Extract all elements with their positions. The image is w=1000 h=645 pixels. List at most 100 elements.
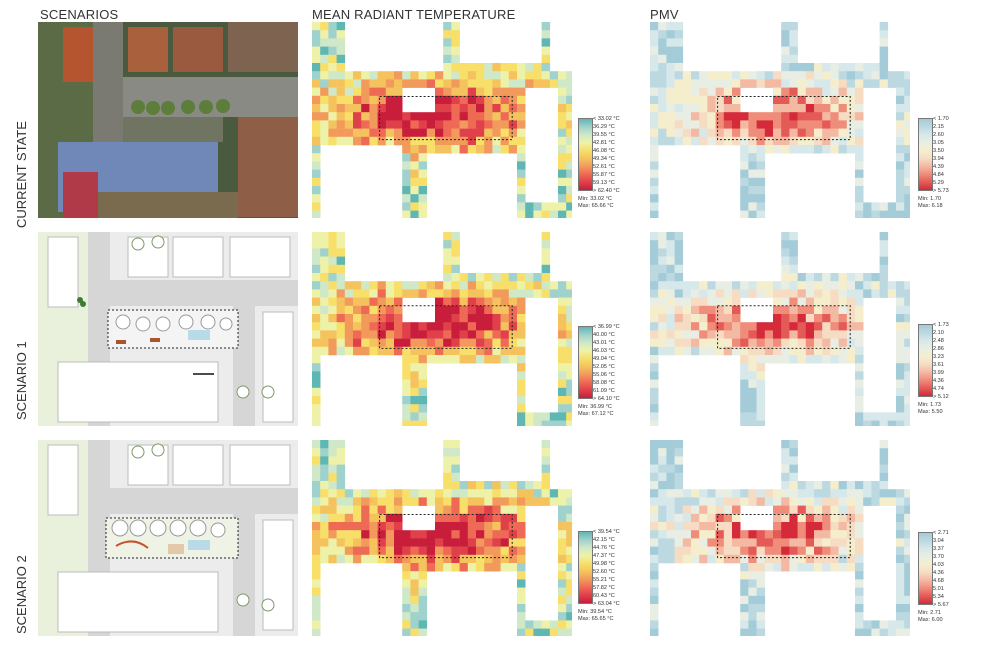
pmv-legend-colorbar xyxy=(918,118,933,191)
heat-cell xyxy=(748,330,757,339)
heat-cell xyxy=(658,128,667,138)
heat-cell xyxy=(658,248,667,257)
heat-cell xyxy=(451,240,460,249)
heat-cell xyxy=(666,281,675,290)
heat-cell xyxy=(385,79,395,88)
heat-cell xyxy=(904,289,910,298)
heat-cell xyxy=(904,305,910,315)
heat-cell xyxy=(658,273,667,282)
heat-cell xyxy=(805,120,815,129)
heat-cell xyxy=(650,63,659,72)
heat-cell xyxy=(789,456,798,465)
legend-min: Min: 39.54 °C xyxy=(578,609,612,615)
heat-cell xyxy=(402,355,411,364)
heat-cell xyxy=(418,355,428,364)
heat-cell xyxy=(410,604,419,613)
heat-cell xyxy=(492,497,501,506)
heat-cell xyxy=(756,210,766,218)
heat-cell xyxy=(904,420,910,426)
heat-cell xyxy=(549,628,559,636)
heat-cell xyxy=(879,281,889,290)
heat-cell xyxy=(896,546,905,556)
heat-cell xyxy=(312,87,321,97)
heat-cell xyxy=(732,530,741,539)
heat-cell xyxy=(344,289,354,298)
heat-cell xyxy=(558,128,567,138)
heat-cell xyxy=(748,120,757,129)
heat-cell xyxy=(650,346,659,356)
heat-cell xyxy=(566,281,572,290)
heat-cell xyxy=(830,489,839,498)
heat-cell xyxy=(879,22,889,31)
legend-tick: 55.06 °C xyxy=(593,372,615,378)
heat-cell xyxy=(904,387,910,397)
heat-cell xyxy=(814,538,823,547)
heat-cell xyxy=(361,554,370,564)
heat-cell xyxy=(756,554,766,564)
heat-cell xyxy=(320,22,329,31)
heat-cell xyxy=(904,169,910,179)
heat-cell xyxy=(756,571,766,580)
heat-cell xyxy=(658,136,667,146)
heat-cell xyxy=(410,363,419,372)
heat-cell xyxy=(369,128,378,138)
heat-cell xyxy=(492,489,501,498)
heat-cell xyxy=(426,322,436,331)
heat-cell xyxy=(904,79,910,88)
heat-cell xyxy=(650,169,659,179)
heat-cell xyxy=(402,346,411,356)
heat-cell xyxy=(691,522,700,531)
heat-cell xyxy=(336,120,346,129)
heat-cell xyxy=(377,489,387,498)
heat-cell xyxy=(773,489,782,498)
heat-cell xyxy=(855,128,864,138)
heat-cell xyxy=(336,264,346,274)
heat-cell xyxy=(699,530,708,539)
heat-cell xyxy=(328,54,337,64)
heat-cell xyxy=(328,240,337,249)
heat-cell xyxy=(312,620,321,629)
heat-cell xyxy=(855,579,864,588)
heat-cell xyxy=(797,297,807,307)
heat-cell xyxy=(320,513,329,523)
heat-cell xyxy=(377,314,387,323)
legend-tick: 46.08 °C xyxy=(593,148,615,154)
heat-cell xyxy=(508,63,518,72)
heat-cell xyxy=(336,240,346,249)
heat-cell xyxy=(896,87,905,97)
heat-cell xyxy=(805,530,815,539)
heat-cell xyxy=(896,489,905,498)
heat-cell xyxy=(426,546,436,556)
heat-cell xyxy=(650,595,659,605)
heat-cell xyxy=(312,169,321,179)
heat-cell xyxy=(312,177,321,187)
legend-tick: 52.60 °C xyxy=(593,569,615,575)
heat-cell xyxy=(650,273,659,282)
heat-cell xyxy=(650,161,659,170)
heat-cell xyxy=(558,194,567,203)
heat-cell xyxy=(336,112,346,121)
heat-cell xyxy=(459,95,469,105)
heat-cell xyxy=(517,554,526,564)
heat-cell xyxy=(533,71,542,80)
heat-cell xyxy=(361,530,370,539)
heat-cell xyxy=(459,128,469,138)
heat-cell xyxy=(394,554,403,564)
heat-cell xyxy=(508,330,518,339)
heat-cell xyxy=(541,489,551,498)
heat-cell xyxy=(707,87,716,97)
heat-cell xyxy=(846,497,856,506)
heat-cell xyxy=(650,456,659,465)
heat-cell xyxy=(476,497,485,506)
heat-cell xyxy=(756,289,766,298)
heat-cell xyxy=(896,112,905,121)
heat-cell xyxy=(435,145,444,154)
heat-cell xyxy=(814,530,823,539)
heat-cell xyxy=(723,297,733,307)
heat-cell xyxy=(658,522,667,531)
heat-cell xyxy=(781,330,790,339)
heat-cell xyxy=(789,448,798,457)
heat-cell xyxy=(533,620,542,629)
heat-cell xyxy=(904,145,910,154)
heat-cell xyxy=(846,128,856,138)
